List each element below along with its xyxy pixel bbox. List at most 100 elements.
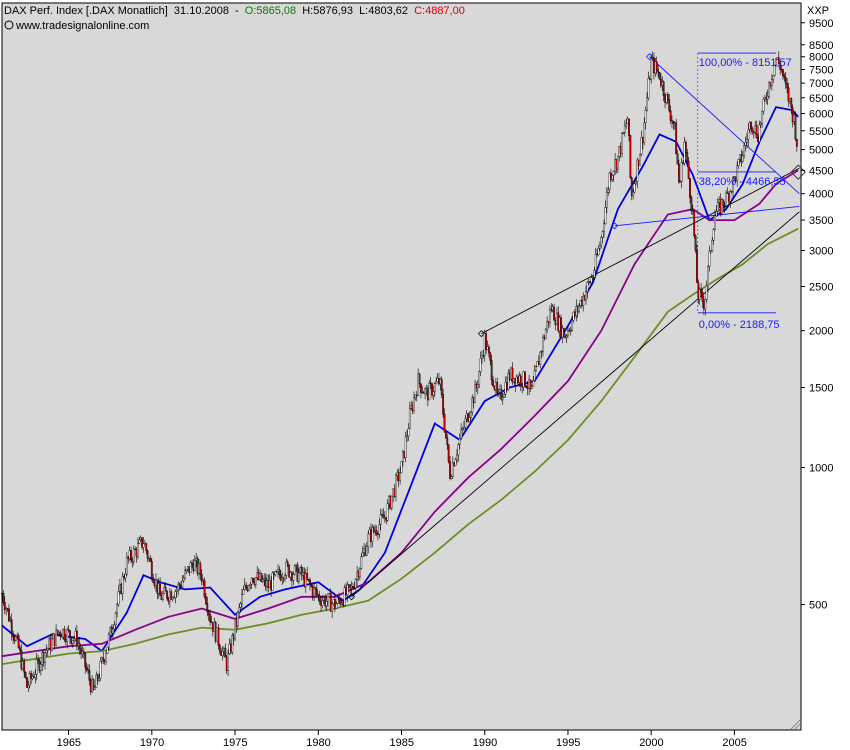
candle-body	[628, 118, 630, 136]
candle-body	[218, 645, 221, 652]
candle-body	[639, 153, 641, 166]
candle-body	[622, 132, 625, 134]
y-tick-label: 7000	[809, 78, 833, 90]
candle-body	[690, 197, 693, 212]
y-tick-label: 8000	[809, 52, 833, 64]
candle-body	[339, 599, 342, 605]
candle-body	[454, 459, 457, 466]
candle-body	[236, 611, 239, 627]
candle-body	[503, 394, 506, 398]
candle-body	[479, 358, 482, 372]
candle-body	[487, 346, 490, 354]
candle-body	[203, 580, 206, 597]
candle-body	[14, 636, 17, 641]
candle-body	[747, 129, 750, 140]
candle-body	[662, 81, 665, 96]
candle-body	[66, 629, 69, 643]
candle-body	[224, 648, 227, 658]
fib-level-label: 100,00% - 8151,57	[699, 57, 792, 69]
candle-body	[678, 163, 680, 183]
candle-body	[99, 661, 102, 679]
y-tick-label: 9500	[809, 18, 833, 30]
candle-body	[603, 223, 605, 232]
candle-body	[107, 634, 110, 648]
candle-body	[616, 155, 619, 170]
candle-body	[309, 579, 311, 585]
resize-grip-icon[interactable]	[790, 719, 801, 730]
candle-body	[533, 370, 536, 381]
candle-body	[471, 397, 474, 413]
candle-body	[497, 392, 500, 394]
candle-body	[772, 75, 775, 80]
candle-body	[10, 619, 13, 634]
candle-body	[485, 333, 488, 350]
candle-body	[787, 87, 790, 102]
candle-body	[221, 650, 224, 656]
candle-body	[20, 649, 23, 670]
candle-body	[102, 657, 105, 661]
y-tick-label: 1500	[809, 382, 833, 394]
candle-body	[300, 567, 303, 576]
candle-body	[500, 388, 503, 400]
candle-body	[252, 577, 254, 583]
globe-icon[interactable]	[4, 20, 14, 30]
candle-body	[507, 372, 510, 390]
candle-body	[404, 436, 407, 458]
candle-body	[442, 394, 445, 415]
candle-body	[35, 659, 38, 675]
candle-body	[687, 160, 690, 179]
candle-body	[428, 382, 431, 401]
candle-body	[461, 428, 464, 431]
candle-body	[768, 82, 770, 97]
candle-body	[737, 159, 740, 166]
plot-area[interactable]	[1, 2, 802, 731]
candle-body	[285, 561, 288, 576]
candle-body	[245, 584, 248, 588]
candle-body	[260, 573, 263, 582]
candle-body	[593, 270, 596, 278]
candle-body	[605, 192, 608, 208]
candle-body	[586, 282, 589, 292]
candle-body	[141, 537, 144, 548]
candle-body	[125, 556, 128, 575]
candle-body	[130, 550, 132, 560]
candle-body	[675, 122, 678, 155]
candle-body	[590, 277, 593, 283]
candle-body	[217, 627, 220, 646]
y-tick-label: 3000	[809, 246, 833, 258]
website-link[interactable]: www.tradesignalonline.com	[15, 20, 149, 32]
candle-body	[773, 64, 776, 76]
candle-body	[23, 660, 26, 673]
candle-body	[658, 71, 661, 80]
candle-body	[650, 58, 653, 80]
candle-body	[722, 199, 725, 206]
candle-body	[19, 647, 21, 651]
instrument-name: DAX Perf. Index [.DAX Monatlich]	[4, 5, 168, 17]
candle-body	[242, 589, 245, 595]
candle-body	[149, 558, 152, 562]
candle-body	[762, 99, 765, 112]
candle-body	[199, 563, 202, 575]
candle-body	[759, 122, 762, 126]
candle-body	[114, 612, 117, 626]
candle-body	[390, 495, 393, 509]
candle-body	[535, 366, 537, 371]
candle-body	[736, 165, 739, 182]
candle-body	[166, 590, 168, 599]
candle-body	[696, 250, 698, 283]
candle-body	[338, 597, 340, 601]
candle-body	[206, 603, 209, 613]
candle-body	[137, 543, 139, 557]
candle-body	[28, 673, 31, 686]
candle-body	[372, 526, 375, 532]
candle-body	[12, 633, 14, 638]
trendline-1	[481, 167, 800, 335]
last-value-marker	[790, 164, 806, 180]
candle-body	[329, 593, 332, 612]
candle-body	[704, 299, 707, 310]
y-tick-label: 7500	[809, 64, 833, 76]
candle-body	[481, 355, 483, 359]
candle-body	[63, 628, 66, 640]
candle-body	[569, 329, 572, 332]
candle-body	[132, 548, 135, 563]
